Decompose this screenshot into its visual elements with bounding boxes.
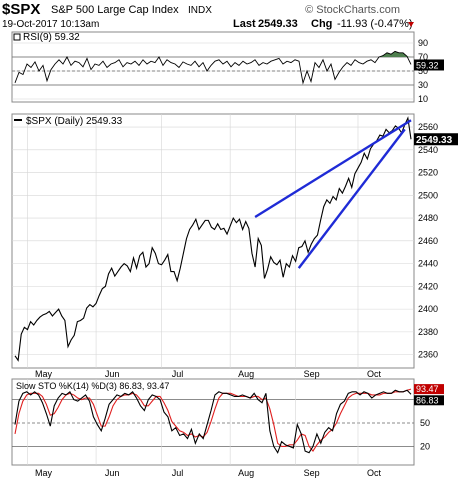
rsi-line	[14, 50, 412, 85]
exchange-label: INDX	[188, 5, 212, 16]
price-x-tick-label: Jun	[105, 369, 120, 379]
rsi-tick-label: 10	[418, 94, 428, 104]
stochastic-panel-frame	[11, 378, 415, 466]
price-tick-label: 2460	[418, 236, 438, 246]
stochastic-title: Slow STO %K(14) %D(3) 86.83, 93.47	[16, 381, 169, 391]
trendline	[254, 119, 412, 218]
rsi-tick-label: 30	[418, 80, 428, 90]
stochastic-k-line	[14, 389, 412, 454]
chg-value: -11.93 (-0.47%)	[337, 18, 413, 30]
price-panel: 2360 2380 2400 2420 2440 2460 2480 2500 2520 2540…	[12, 114, 458, 368]
stochastic-tick-label: 50	[420, 418, 430, 428]
price-tick-label: 2540	[418, 145, 438, 155]
rsi-current-label: 59.32	[416, 60, 439, 70]
rsi-current-box	[414, 59, 444, 71]
last-value: 2549.33	[258, 18, 298, 30]
price-tick-label: 2560	[418, 122, 438, 132]
x-axis: May Jun Jul Aug Sep Oct May Jun Jul Aug Sep Oct	[35, 369, 382, 478]
price-tick-label: 2360	[418, 350, 438, 360]
stochastic-d-current-box	[414, 384, 444, 395]
rsi-title: RSI(9) 59.32	[23, 32, 80, 43]
price-x-tick-label: Sep	[304, 369, 320, 379]
stochastic-d-line	[14, 388, 412, 453]
price-tick-label: 2480	[418, 213, 438, 223]
down-arrow-icon	[408, 22, 414, 27]
price-title: $SPX (Daily) 2549.33	[26, 116, 123, 127]
rsi-legend-icon	[13, 33, 21, 41]
datetime-label: 19-Oct-2017 10:13am	[2, 19, 99, 30]
price-tick-label: 2400	[418, 304, 438, 314]
price-tick-label: 2380	[418, 327, 438, 337]
brand-label: © StockCharts.com	[305, 4, 400, 16]
price-tick-label: 2520	[418, 168, 438, 178]
stochastic-x-tick-label: May	[35, 468, 53, 478]
price-tick-label: 2500	[418, 190, 438, 200]
price-x-tick-label: May	[35, 369, 53, 379]
price-x-tick-label: Jul	[172, 369, 184, 379]
rsi-panel: 10 30 50 70 90 59.32	[12, 38, 444, 104]
price-tick-label: 2420	[418, 281, 438, 291]
price-tick-label: 2440	[418, 259, 438, 269]
price-current-box	[414, 133, 458, 146]
rsi-tick-label: 70	[418, 52, 428, 62]
price-x-tick-label: Oct	[367, 369, 382, 379]
stochastic-k-current-label: 86.83	[416, 395, 439, 405]
stochastic-tick-label: 20	[420, 441, 430, 451]
stochastic-d-current-label: 93.47	[416, 384, 439, 394]
symbol-label: $SPX	[2, 1, 40, 18]
price-x-tick-label: Aug	[238, 369, 254, 379]
stochastic-x-tick-label: Jul	[172, 468, 184, 478]
price-line	[14, 116, 412, 362]
stochastic-x-tick-label: Jun	[105, 468, 120, 478]
stochastic-x-tick-label: Aug	[238, 468, 254, 478]
trendline	[297, 128, 406, 269]
stochastic-x-tick-label: Sep	[304, 468, 320, 478]
price-current-label: 2549.33	[416, 135, 453, 146]
stochastic-k-current-box	[414, 395, 444, 406]
stochastic-x-tick-label: Oct	[367, 468, 382, 478]
rsi-tick-label: 50	[418, 66, 428, 76]
price-legend-icon	[14, 119, 22, 121]
last-label: Last	[233, 18, 256, 30]
index-name-label: S&P 500 Large Cap Index	[51, 4, 179, 16]
chg-label: Chg	[311, 18, 332, 30]
rsi-tick-label: 90	[418, 38, 428, 48]
